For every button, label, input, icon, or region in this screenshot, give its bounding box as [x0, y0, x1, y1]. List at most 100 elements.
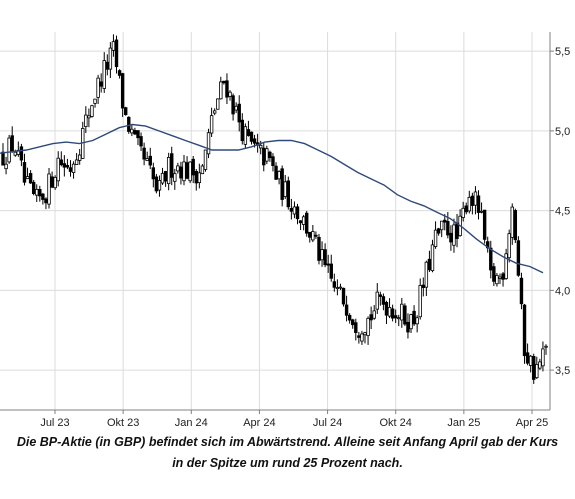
candle-body [326, 263, 330, 266]
candle-body [142, 147, 146, 160]
candle-body [513, 210, 518, 241]
candle-body [289, 207, 294, 212]
candle-body [274, 165, 278, 180]
candle-body [114, 39, 119, 68]
candle-body [544, 345, 548, 348]
candle-body [139, 136, 143, 147]
candle-body [366, 317, 370, 337]
candle-body [347, 315, 352, 321]
candle-body [301, 216, 306, 225]
candle-body [519, 277, 524, 305]
candle-body [77, 154, 82, 161]
candle-body [188, 161, 192, 182]
candle-body [22, 162, 27, 183]
candle-body [209, 115, 214, 134]
candle-body [332, 281, 337, 288]
chart-area: 5,5 5,0 4,5 4,0 3,5 Jul 23 Okt 23 Jan 24 Apr 24 J… [0, 32, 570, 429]
candle-body [243, 126, 248, 145]
candle-body [528, 355, 533, 366]
candle-body [421, 284, 425, 289]
candle-body [31, 181, 36, 195]
candle-body [133, 130, 137, 135]
candle-body [351, 319, 355, 326]
candle-body [400, 303, 404, 321]
candle-body [71, 163, 76, 173]
candle-body [443, 219, 447, 223]
candle-body [436, 228, 441, 234]
candle-body [62, 163, 67, 168]
candle-body [464, 205, 468, 213]
candle-body [111, 41, 116, 51]
candle-body [203, 149, 208, 170]
candle-body [35, 189, 39, 196]
y-tick-label: 5,5 [555, 46, 570, 58]
candle-body [363, 332, 367, 336]
candle-body [157, 180, 162, 191]
x-tick-label: Jul 23 [40, 417, 69, 429]
candle-body [228, 91, 232, 97]
candle-body [50, 176, 54, 188]
x-tick-label: Okt 24 [380, 417, 412, 429]
candle-body [479, 210, 484, 213]
candle-body [387, 307, 392, 317]
candle-body [56, 157, 60, 182]
candle-body [295, 206, 300, 220]
candle-body [65, 165, 70, 168]
candle-body [47, 173, 51, 205]
candle-body [522, 304, 527, 357]
candle-body [525, 352, 530, 364]
candle-body [105, 61, 110, 70]
candle-body [504, 253, 508, 280]
candle-body [298, 220, 303, 224]
candle-body [179, 166, 183, 179]
candle-body [206, 132, 211, 155]
candle-body [317, 236, 321, 261]
candle-body [482, 209, 487, 240]
candle-body [409, 314, 413, 330]
y-tick-label: 5,0 [555, 126, 570, 138]
candle-body [124, 107, 128, 115]
candle-body [240, 119, 244, 142]
candle-body [393, 315, 398, 319]
candle-body [10, 135, 14, 152]
candle-body [212, 110, 217, 114]
candle-body [397, 317, 401, 320]
candle-body [308, 231, 312, 238]
candle-body [262, 147, 266, 166]
candle-body [538, 361, 542, 369]
candle-body [495, 274, 499, 285]
candle-body [258, 144, 263, 149]
candle-body [225, 80, 229, 98]
grid-lines [0, 32, 550, 410]
candle-body [96, 77, 100, 98]
candle-body [452, 224, 456, 246]
candle-body [360, 333, 364, 342]
candle-body [231, 95, 235, 115]
candle-body [427, 258, 432, 271]
y-tick-label: 4,0 [555, 285, 570, 297]
candle-body [323, 249, 327, 266]
candle-body [28, 173, 33, 184]
candle-body [501, 273, 505, 280]
candle-body [234, 105, 238, 111]
candle-body [4, 163, 8, 170]
candle-body [148, 155, 152, 166]
candle-body [151, 167, 156, 180]
candle-body [53, 177, 57, 189]
candle-body [498, 276, 502, 279]
candle-body [286, 180, 291, 208]
candle-body [476, 195, 481, 213]
candle-body [182, 161, 186, 182]
candle-body [197, 172, 202, 184]
x-tick-label: Jul 24 [313, 417, 342, 429]
candle-body [424, 261, 429, 288]
candle-body [329, 263, 333, 279]
candle-body [510, 206, 514, 238]
candle-body [44, 198, 48, 204]
candle-body [277, 171, 281, 180]
candle-body [25, 176, 30, 180]
chart-caption: Die BP-Aktie (in GBP) befindet sich im A… [0, 432, 575, 474]
candle-body [102, 60, 106, 89]
candle-body [99, 81, 103, 87]
candle-body [166, 157, 171, 185]
